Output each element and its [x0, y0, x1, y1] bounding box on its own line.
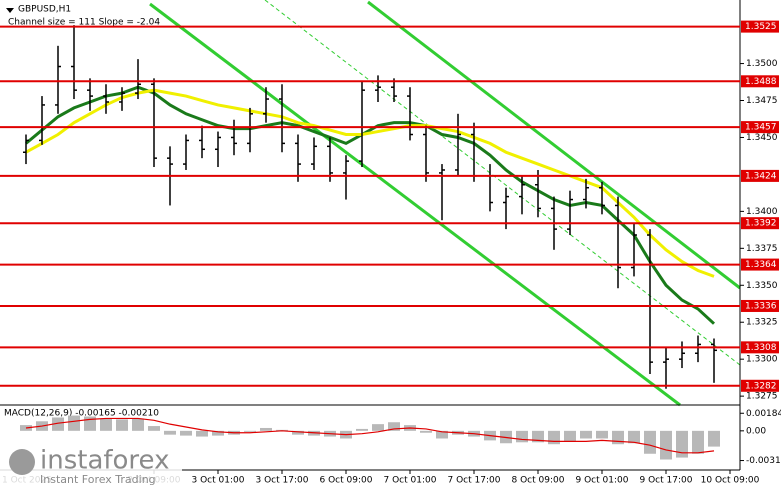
macd-bar [580, 430, 592, 439]
macd-bar [708, 430, 720, 447]
y-tick-label: 1.3300 [746, 355, 778, 365]
level-label: 1.3424 [745, 171, 777, 181]
level-label: 1.3525 [745, 22, 777, 32]
level-label-box [741, 169, 779, 182]
level-label: 1.3308 [745, 343, 777, 353]
macd-bar [420, 430, 432, 433]
x-tick-label: 7 Oct 17:00 [448, 476, 501, 486]
moving-average [25, 88, 715, 278]
level-label-box [741, 121, 779, 134]
y-tick-label: 1.3500 [746, 59, 778, 69]
brand-name: instaforex [40, 446, 169, 476]
macd-bar [132, 418, 144, 431]
level-label-box [741, 341, 779, 354]
logo: instaforex Instant Forex Trading [0, 440, 182, 489]
macd-bar [612, 430, 624, 445]
x-tick-label: 7 Oct 01:00 [384, 476, 437, 486]
macd-bar [148, 426, 160, 431]
level-label-box [741, 379, 779, 392]
y-tick-label: 1.3475 [746, 96, 778, 106]
macd-bar [164, 430, 176, 435]
macd-title: MACD(12,26,9) -0.00165 -0.00210 [4, 409, 159, 419]
macd-bar [68, 415, 80, 431]
macd-bar [212, 430, 224, 436]
level-label-box [741, 217, 779, 230]
signal-line [25, 417, 715, 454]
y-tick-label: 1.3450 [746, 133, 778, 143]
macd-bar [644, 430, 656, 454]
level-label-box [741, 258, 779, 271]
level-label: 1.3336 [745, 301, 777, 311]
x-tick-label: 6 Oct 09:00 [320, 476, 373, 486]
y-tick-label: 1.3375 [746, 244, 778, 254]
macd-bar [436, 430, 448, 439]
level-label: 1.3364 [745, 260, 777, 270]
y-tick-label: 1.3350 [746, 281, 778, 291]
moving-average [25, 85, 716, 325]
level-label: 1.3457 [745, 123, 777, 133]
level-label-box [741, 75, 779, 88]
macd-bar [564, 430, 576, 442]
macd-bar [372, 424, 384, 431]
macd-bar [676, 430, 688, 458]
macd-bar [596, 430, 608, 439]
macd-bar [292, 430, 304, 435]
y-tick-label: -0.00311 [746, 456, 781, 466]
macd-bar [692, 430, 704, 454]
channel-mid [264, 0, 741, 366]
macd-bar [516, 430, 528, 443]
macd-bar [52, 417, 64, 431]
logo-icon [9, 449, 35, 475]
macd-bar [196, 430, 208, 437]
level-label: 1.3488 [745, 77, 777, 87]
macd-bar [628, 430, 640, 444]
level-label-box [741, 20, 779, 33]
channel-lower [149, 2, 681, 407]
macd-bar [548, 430, 560, 445]
macd-bar [532, 430, 544, 443]
macd-bar [388, 422, 400, 431]
x-tick-label: 9 Oct 01:00 [576, 476, 629, 486]
y-tick-label: 0.00 [746, 426, 766, 436]
y-tick-label: 1.3275 [746, 392, 778, 402]
x-tick-label: 3 Oct 17:00 [256, 476, 309, 486]
macd-bar [356, 428, 368, 431]
y-tick-label: 0.00184 [746, 409, 781, 419]
macd-bar [660, 430, 672, 460]
level-label: 1.3282 [745, 381, 777, 391]
macd-bar [100, 418, 112, 431]
x-tick-label: 10 Oct 09:00 [701, 476, 760, 486]
macd-bar [244, 430, 256, 432]
x-tick-label: 8 Oct 09:00 [512, 476, 565, 486]
level-label: 1.3392 [745, 219, 777, 229]
level-label-box [741, 299, 779, 312]
x-tick-label: 9 Oct 17:00 [640, 476, 693, 486]
macd-bar [180, 430, 192, 436]
macd-bar [116, 419, 128, 431]
y-tick-label: 1.3325 [746, 318, 778, 328]
channel-upper [367, 0, 741, 290]
collapse-icon[interactable] [6, 8, 14, 13]
x-tick-label: 3 Oct 01:00 [192, 476, 245, 486]
macd-bar [260, 427, 272, 431]
channel-info: Channel size = 111 Slope = -2.04 [8, 18, 160, 28]
brand-tagline: Instant Forex Trading [40, 473, 156, 486]
y-tick-label: 1.3400 [746, 207, 778, 217]
symbol: GBPUSD,H1 [18, 5, 71, 15]
